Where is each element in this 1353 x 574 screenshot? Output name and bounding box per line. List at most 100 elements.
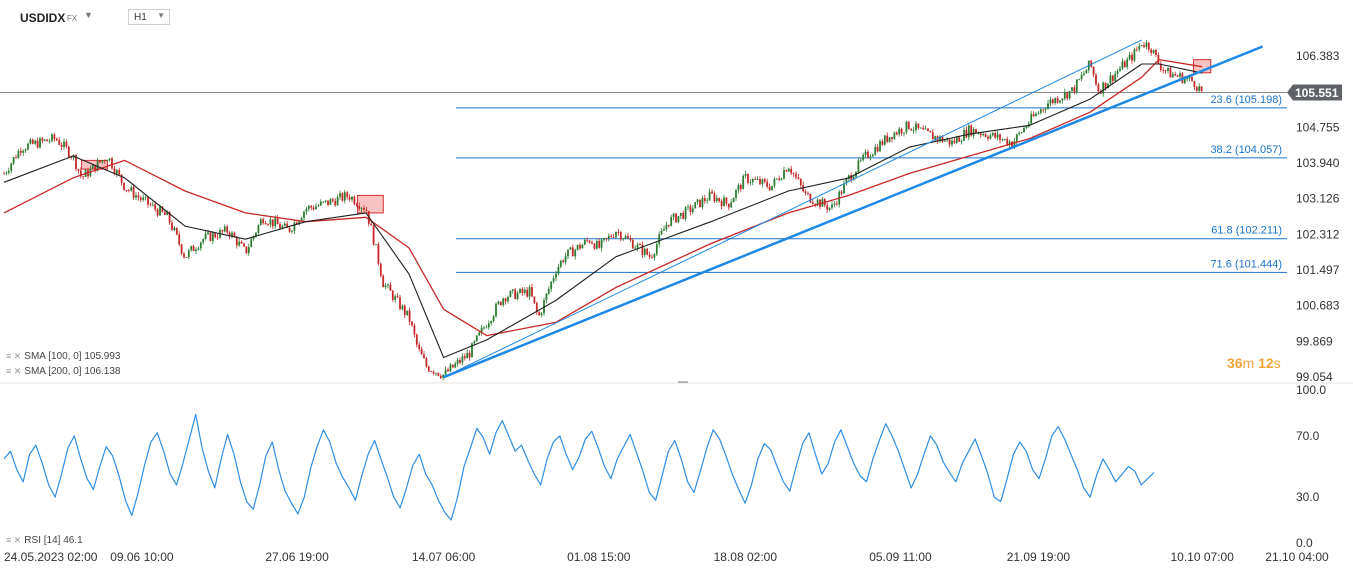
candle-body <box>235 237 238 246</box>
candle <box>10 162 13 174</box>
candle-body <box>454 363 457 368</box>
candle <box>953 137 956 145</box>
candle <box>291 229 293 234</box>
rsi-tick-label: 0.0 <box>1296 536 1313 550</box>
timeframe-select[interactable]: H1 ▼ <box>128 9 170 25</box>
candle-body <box>1066 92 1069 99</box>
candle <box>187 248 190 260</box>
candle-body <box>1068 91 1071 99</box>
candle-body <box>706 200 709 202</box>
candle-body <box>1073 87 1076 93</box>
candle <box>850 172 853 183</box>
candle-body <box>36 140 39 148</box>
candle <box>862 152 865 162</box>
candle <box>399 294 401 311</box>
candle-body <box>382 275 385 288</box>
candle <box>432 370 435 376</box>
candle-body <box>108 158 111 161</box>
candle <box>1176 74 1179 77</box>
candle-body <box>665 224 668 230</box>
candle <box>735 189 737 201</box>
candle-body <box>1035 113 1037 117</box>
candle-body <box>293 222 296 231</box>
candle <box>833 201 836 208</box>
candle-body <box>101 160 104 163</box>
candle <box>375 244 377 246</box>
legend-menu-icon[interactable]: ≡ ✕ <box>6 351 22 361</box>
candle <box>665 221 668 232</box>
candle <box>910 128 913 131</box>
legend-menu-icon[interactable]: ≡ ✕ <box>6 535 22 545</box>
candle-body <box>161 206 164 212</box>
candle-body <box>281 225 284 229</box>
candle-body <box>1200 86 1203 92</box>
candle-body <box>1083 73 1085 75</box>
candle <box>511 289 514 294</box>
candle-body <box>1030 114 1033 124</box>
candle-body <box>12 157 15 164</box>
candle-body <box>591 242 593 244</box>
candle <box>1071 87 1073 94</box>
price-tick-label: 101.497 <box>1296 263 1340 277</box>
candle-body <box>120 174 123 183</box>
symbol-name[interactable]: USDIDX <box>20 11 66 25</box>
candle-body <box>207 232 209 234</box>
candle <box>72 154 75 161</box>
candle-body <box>77 169 80 171</box>
candle <box>927 127 929 132</box>
candle-body <box>799 178 802 186</box>
caret-down-icon[interactable]: ▼ <box>157 11 165 20</box>
candle-body <box>365 209 368 212</box>
candle <box>48 138 51 144</box>
candle-body <box>965 129 968 138</box>
time-tick-label: 24.05.2023 02:00 <box>4 550 98 564</box>
time-tick-label: 10.10 07:00 <box>1170 550 1234 564</box>
candle-body <box>917 123 920 128</box>
candle-body <box>1169 68 1172 78</box>
candle-body <box>948 139 951 145</box>
candle-body <box>439 375 442 378</box>
candle-body <box>5 172 8 174</box>
candle <box>905 121 908 135</box>
legend-menu-icon[interactable]: ≡ ✕ <box>6 366 22 376</box>
price-badge-label: 105.551 <box>1295 86 1339 100</box>
candle <box>667 224 670 228</box>
candle <box>883 134 886 146</box>
candle <box>202 238 205 245</box>
candle <box>250 237 253 248</box>
candle-body <box>1174 74 1177 76</box>
candle-body <box>413 325 416 335</box>
candle-body <box>142 197 145 200</box>
candle <box>204 230 207 241</box>
candle <box>1119 65 1121 72</box>
candle-body <box>199 242 202 249</box>
candle <box>243 242 245 248</box>
candle-body <box>682 212 685 219</box>
candle-body <box>1191 77 1193 82</box>
candle-body <box>147 196 149 205</box>
rsi-tick-label: 30.0 <box>1296 490 1320 504</box>
candle <box>687 204 689 211</box>
candle-body <box>247 247 250 254</box>
candle <box>634 245 637 249</box>
caret-down-icon[interactable]: ▼ <box>84 10 93 20</box>
candle-body <box>552 277 555 282</box>
candle <box>103 159 106 164</box>
candle-body <box>586 239 589 241</box>
candle-body <box>401 305 404 310</box>
candle-body <box>456 359 459 364</box>
candle <box>211 231 214 245</box>
candle-body <box>103 160 106 162</box>
candle-body <box>348 196 351 200</box>
candle-body <box>3 173 5 175</box>
countdown-seconds-unit: s <box>1273 355 1281 371</box>
candle <box>694 202 697 209</box>
candle-body <box>324 200 327 202</box>
candle-body <box>955 137 958 143</box>
candle <box>451 364 454 368</box>
candle-body <box>511 289 514 291</box>
candle-body <box>168 211 171 223</box>
candle-body <box>480 327 483 333</box>
candle <box>603 237 605 243</box>
